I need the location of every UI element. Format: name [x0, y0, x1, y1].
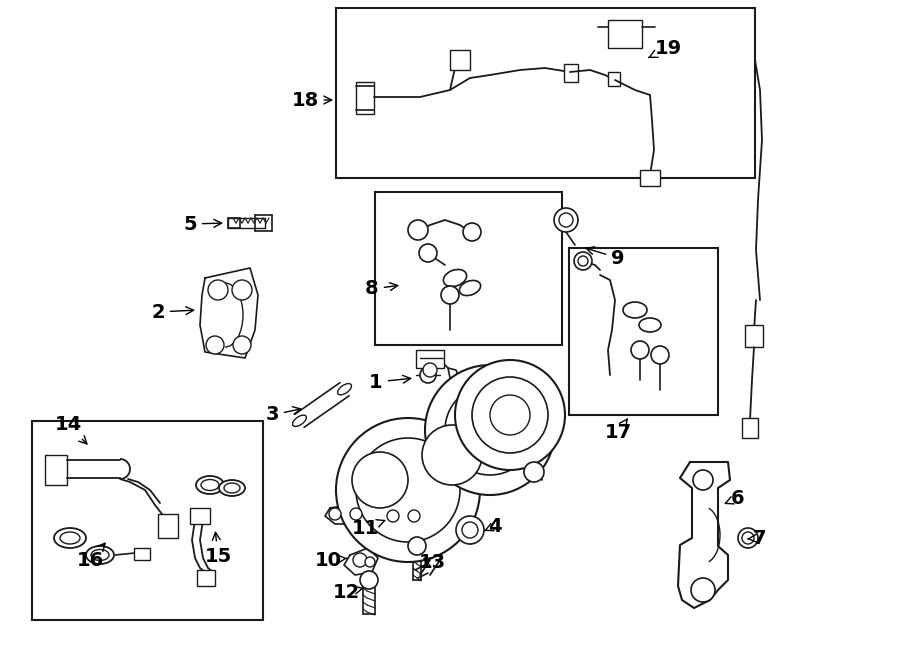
Ellipse shape — [196, 476, 224, 494]
Text: 18: 18 — [292, 91, 332, 110]
Text: 16: 16 — [76, 543, 105, 570]
Bar — [356, 82, 374, 114]
Ellipse shape — [86, 546, 114, 564]
Circle shape — [352, 452, 408, 508]
Circle shape — [472, 377, 548, 453]
Circle shape — [441, 286, 459, 304]
Circle shape — [651, 346, 669, 364]
Circle shape — [742, 532, 754, 544]
Text: 4: 4 — [485, 516, 502, 535]
Circle shape — [233, 336, 251, 354]
Bar — [45, 455, 67, 485]
Ellipse shape — [338, 383, 352, 395]
Bar — [745, 325, 763, 347]
Circle shape — [554, 208, 578, 232]
Circle shape — [206, 336, 224, 354]
Text: 9: 9 — [586, 247, 625, 268]
Circle shape — [356, 438, 460, 542]
Circle shape — [408, 537, 426, 555]
Text: 13: 13 — [418, 553, 446, 572]
Bar — [336, 8, 755, 178]
Ellipse shape — [201, 479, 219, 490]
Circle shape — [691, 578, 715, 602]
Bar — [134, 548, 150, 560]
Circle shape — [365, 557, 375, 567]
Bar — [608, 72, 620, 86]
Bar — [416, 350, 444, 368]
Ellipse shape — [60, 532, 80, 544]
Bar — [375, 192, 562, 345]
Text: 12: 12 — [332, 582, 363, 602]
Circle shape — [408, 220, 428, 240]
Circle shape — [463, 223, 481, 241]
Circle shape — [455, 360, 565, 470]
Bar — [564, 64, 578, 82]
Text: 11: 11 — [351, 518, 384, 537]
Circle shape — [738, 528, 758, 548]
Text: 6: 6 — [725, 488, 745, 508]
Circle shape — [408, 510, 420, 522]
Circle shape — [353, 553, 367, 567]
Circle shape — [360, 571, 378, 589]
Bar — [640, 170, 660, 186]
Text: 10: 10 — [314, 551, 347, 570]
Ellipse shape — [219, 480, 245, 496]
Bar — [190, 508, 210, 524]
Text: 8: 8 — [365, 280, 398, 299]
Circle shape — [559, 213, 573, 227]
Ellipse shape — [292, 415, 306, 426]
Ellipse shape — [639, 318, 661, 332]
Text: 5: 5 — [184, 215, 221, 233]
Ellipse shape — [444, 270, 466, 287]
Circle shape — [462, 522, 478, 538]
Circle shape — [387, 510, 399, 522]
Text: 15: 15 — [204, 532, 231, 566]
Circle shape — [524, 462, 544, 482]
Bar — [158, 514, 178, 538]
Circle shape — [425, 365, 555, 495]
Circle shape — [693, 470, 713, 490]
Circle shape — [445, 385, 535, 475]
Ellipse shape — [623, 302, 647, 318]
Bar — [608, 20, 642, 48]
Ellipse shape — [91, 549, 109, 561]
Bar — [197, 570, 215, 586]
Circle shape — [350, 508, 362, 520]
Circle shape — [232, 280, 252, 300]
Bar — [450, 50, 470, 70]
Bar — [569, 248, 718, 415]
Ellipse shape — [54, 528, 86, 548]
Circle shape — [456, 516, 484, 544]
Text: 17: 17 — [605, 419, 632, 442]
Ellipse shape — [224, 483, 240, 493]
Text: 14: 14 — [54, 416, 87, 444]
Text: 7: 7 — [748, 529, 767, 547]
Circle shape — [490, 395, 530, 435]
Circle shape — [336, 418, 480, 562]
Bar — [32, 421, 263, 620]
Circle shape — [422, 425, 482, 485]
Text: 19: 19 — [649, 38, 681, 58]
Circle shape — [419, 244, 437, 262]
Ellipse shape — [459, 280, 481, 295]
Text: 3: 3 — [266, 405, 301, 424]
Circle shape — [420, 367, 436, 383]
Text: 1: 1 — [369, 373, 410, 391]
Circle shape — [578, 256, 588, 266]
Circle shape — [423, 363, 437, 377]
Circle shape — [631, 341, 649, 359]
Circle shape — [574, 252, 592, 270]
Bar — [742, 418, 758, 438]
Text: 2: 2 — [151, 303, 194, 321]
Circle shape — [208, 280, 228, 300]
Circle shape — [329, 508, 341, 520]
